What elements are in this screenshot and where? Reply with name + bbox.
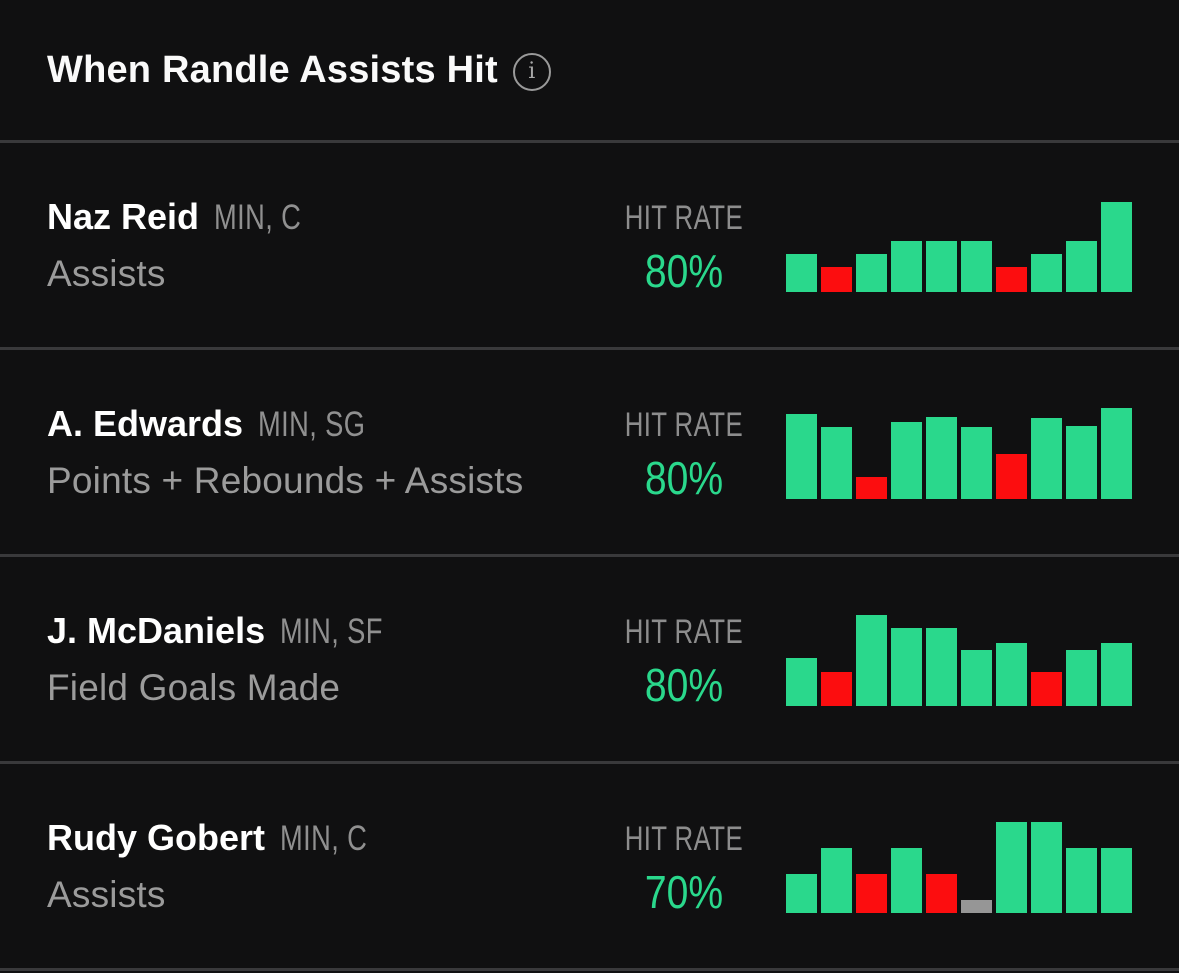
chart-bar-hit	[786, 253, 817, 292]
chart-bar-hit	[926, 240, 957, 292]
player-name-line: Naz Reid MIN, C	[47, 196, 326, 238]
hit-history-chart	[786, 614, 1132, 706]
chart-bar-miss	[996, 266, 1027, 292]
chart-bar-hit	[996, 642, 1027, 706]
player-row[interactable]: Rudy Gobert MIN, C Assists HIT RATE 70%	[0, 764, 1179, 971]
chart-bar-hit	[786, 413, 817, 499]
hit-rate-value: 80%	[644, 659, 724, 712]
player-team-position: MIN, SF	[280, 611, 383, 651]
chart-bar-hit	[891, 847, 922, 913]
hit-rate-column: HIT RATE 80%	[618, 612, 750, 712]
player-info: A. Edwards MIN, SG Points + Rebounds + A…	[47, 403, 523, 502]
stat-type: Field Goals Made	[47, 666, 341, 708]
chart-bar-hit	[891, 627, 922, 706]
player-name: J. McDaniels	[47, 609, 266, 651]
chart-bar-miss	[856, 873, 887, 913]
chart-bar-hit	[786, 873, 817, 913]
chart-bar-hit	[926, 627, 957, 706]
hit-history-chart	[786, 201, 1132, 292]
info-icon[interactable]: i	[512, 52, 551, 91]
player-name-line: A. Edwards MIN, SG	[47, 403, 523, 445]
hit-rate-value: 80%	[644, 245, 724, 298]
player-row[interactable]: A. Edwards MIN, SG Points + Rebounds + A…	[0, 350, 1179, 557]
player-info: J. McDaniels MIN, SF Field Goals Made	[47, 610, 412, 709]
player-info: Naz Reid MIN, C Assists	[47, 196, 326, 295]
chart-bar-hit	[961, 649, 992, 706]
hit-rate-label: HIT RATE	[624, 198, 744, 237]
hit-rate-column: HIT RATE 80%	[618, 198, 750, 298]
chart-bar-hit	[961, 426, 992, 499]
hit-history-chart	[786, 821, 1132, 913]
chart-bar-hit	[856, 614, 887, 706]
chart-bar-hit	[786, 657, 817, 706]
hit-rate-label: HIT RATE	[624, 612, 744, 651]
info-icon-glyph: i	[528, 58, 536, 84]
player-name: Rudy Gobert	[47, 816, 266, 858]
chart-bar-hit	[1031, 253, 1062, 292]
chart-bar-hit	[1101, 201, 1132, 292]
stat-type: Assists	[47, 873, 166, 915]
player-name: Naz Reid	[47, 195, 200, 237]
chart-bar-hit	[891, 240, 922, 292]
chart-bar-push	[961, 899, 992, 913]
hit-rate-block: HIT RATE 80%	[618, 405, 1132, 505]
stat-type: Assists	[47, 252, 166, 294]
player-team-position: MIN, C	[280, 818, 368, 858]
hit-rate-column: HIT RATE 70%	[618, 819, 750, 919]
chart-bar-hit	[1066, 425, 1097, 499]
chart-bar-hit	[821, 426, 852, 499]
hit-rate-label: HIT RATE	[624, 819, 744, 858]
chart-bar-hit	[1031, 417, 1062, 499]
hit-rate-block: HIT RATE 70%	[618, 819, 1132, 919]
hit-rate-label: HIT RATE	[624, 405, 744, 444]
chart-bar-miss	[996, 453, 1027, 499]
chart-bar-miss	[1031, 671, 1062, 706]
player-rows-list: Naz Reid MIN, C Assists HIT RATE 80% A. …	[0, 143, 1179, 971]
chart-bar-hit	[961, 240, 992, 292]
chart-bar-miss	[821, 266, 852, 292]
hit-history-chart	[786, 407, 1132, 499]
stat-type: Points + Rebounds + Assists	[47, 459, 524, 501]
chart-bar-hit	[996, 821, 1027, 913]
hit-rate-value: 80%	[644, 452, 724, 505]
panel-header: When Randle Assists Hit i	[0, 0, 1179, 143]
hit-rate-value: 70%	[644, 866, 724, 919]
chart-bar-miss	[821, 671, 852, 706]
chart-bar-hit	[1066, 240, 1097, 292]
chart-bar-hit	[1101, 847, 1132, 913]
hit-rate-column: HIT RATE 80%	[618, 405, 750, 505]
hit-rate-block: HIT RATE 80%	[618, 198, 1132, 298]
chart-bar-miss	[856, 476, 887, 499]
panel-title: When Randle Assists Hit	[47, 48, 498, 91]
player-team-position: MIN, C	[214, 197, 302, 237]
chart-bar-miss	[926, 873, 957, 913]
chart-bar-hit	[1066, 847, 1097, 913]
chart-bar-hit	[856, 253, 887, 292]
hit-rate-block: HIT RATE 80%	[618, 612, 1132, 712]
player-row[interactable]: Naz Reid MIN, C Assists HIT RATE 80%	[0, 143, 1179, 350]
player-team-position: MIN, SG	[258, 404, 366, 444]
chart-bar-hit	[821, 847, 852, 913]
player-name-line: J. McDaniels MIN, SF	[47, 610, 412, 652]
player-row[interactable]: J. McDaniels MIN, SF Field Goals Made HI…	[0, 557, 1179, 764]
chart-bar-hit	[1031, 821, 1062, 913]
chart-bar-hit	[1066, 649, 1097, 706]
chart-bar-hit	[1101, 407, 1132, 499]
player-info: Rudy Gobert MIN, C Assists	[47, 817, 392, 916]
chart-bar-hit	[891, 421, 922, 499]
chart-bar-hit	[926, 416, 957, 499]
chart-bar-hit	[1101, 642, 1132, 706]
player-name: A. Edwards	[47, 402, 244, 444]
player-name-line: Rudy Gobert MIN, C	[47, 817, 392, 859]
